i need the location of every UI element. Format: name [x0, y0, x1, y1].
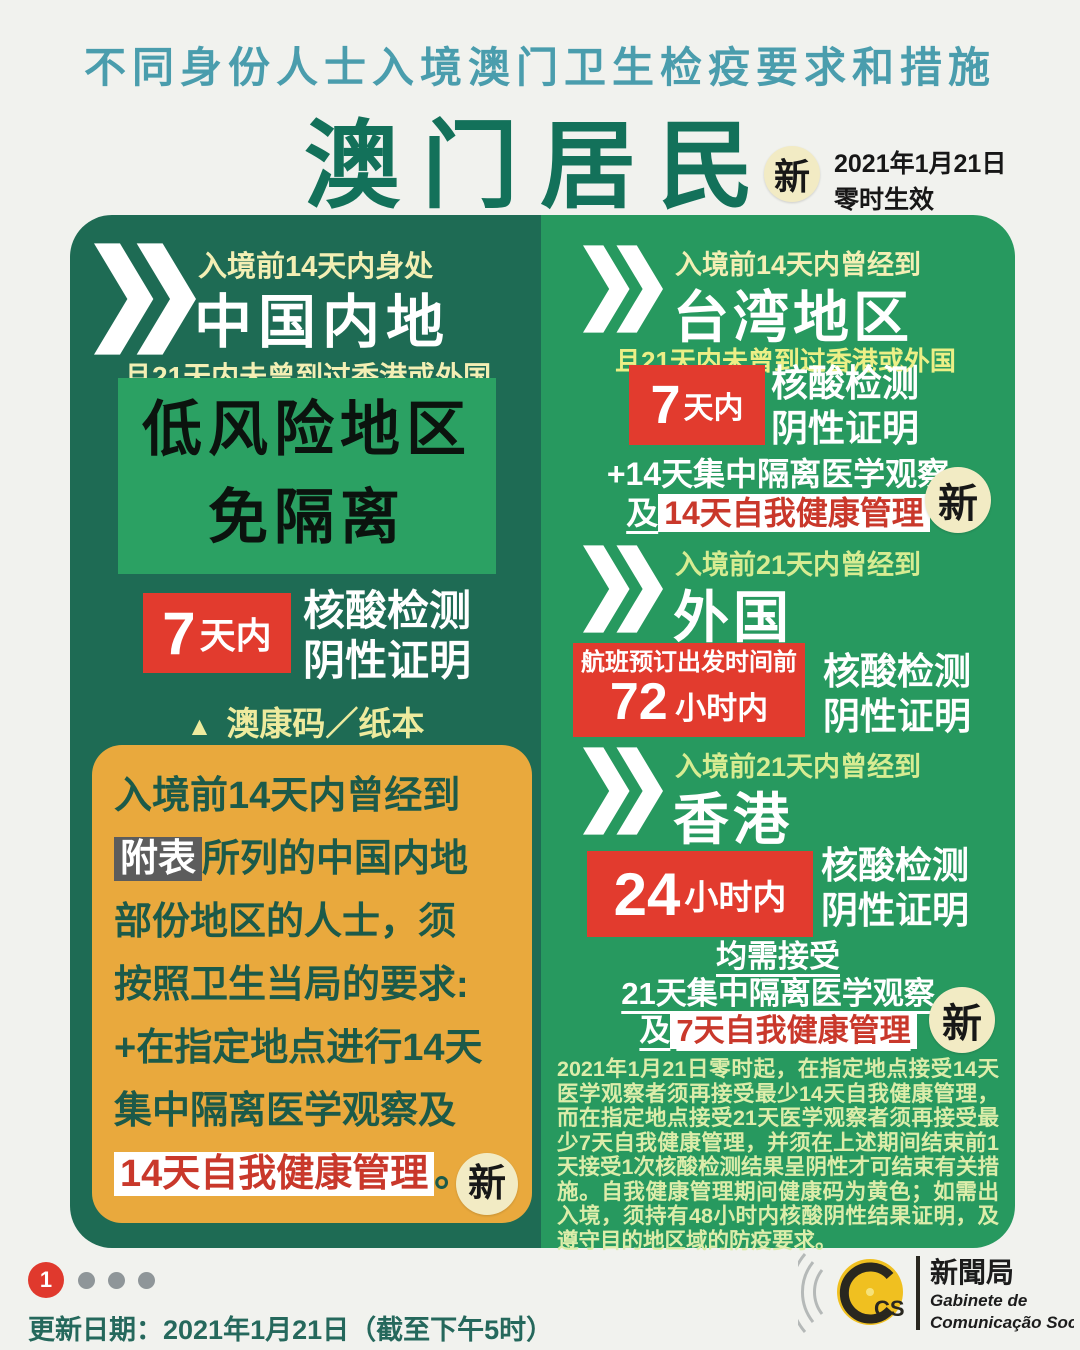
logo-divider [916, 1256, 920, 1330]
foreign-test-line1: 核酸检测 [823, 651, 971, 692]
logo-dot [866, 1288, 874, 1296]
new-badge: 新 [929, 987, 995, 1053]
orange-line2: 附表 所列的中国内地 [114, 828, 532, 891]
china-test-line1: 核酸检测 [303, 587, 472, 634]
taiwan-region-title: 台湾地区 [673, 286, 913, 349]
china-test-line2: 阴性证明 [303, 636, 472, 684]
lowrisk-line2: 免隔离 [208, 484, 406, 551]
new-badge-label: 新 [942, 1002, 982, 1046]
lowrisk-line1: 低风险地区 [142, 396, 472, 463]
page-subtitle: 不同身份人士入境澳门卫生检疫要求和措施 [83, 44, 996, 91]
hongkong-test-line2: 阴性证明 [821, 890, 969, 932]
effective-date-line2: 零时生效 [834, 186, 935, 215]
new-badge: 新 [925, 467, 991, 533]
attachment-table-highlight: 附表 [114, 837, 203, 881]
taiwan-selfhealth-highlight: 14天自我健康管理 [658, 494, 930, 532]
effective-date-line1: 2021年1月21日 [834, 150, 1007, 178]
china-deadline-unit: 天内 [199, 615, 272, 656]
taiwan-selfhealth-prefix: 及 [626, 495, 659, 531]
footnote-paragraph: 2021年1月21日零时起，在指定地点接受14天医学观察者须再接受最少14天自我… [557, 1057, 999, 1253]
shared-rule-line1: 均需接受 [716, 939, 840, 974]
hongkong-test-requirement: 核酸检测 阴性证明 [821, 843, 969, 933]
chevron-right-icon [583, 545, 663, 633]
pagination-dot [78, 1272, 95, 1289]
orange-line1: 入境前14天内曾经到 [114, 775, 461, 817]
lowrisk-box: 低风险地区 免隔离 [118, 378, 496, 574]
taiwan-test-line1: 核酸检测 [771, 363, 919, 404]
taiwan-deadline-unit: 天内 [683, 392, 744, 425]
update-date-label: 更新日期：2021年1月21日（截至下午5时） [28, 1315, 554, 1345]
orange-line4: 按照卫生当局的要求: [114, 964, 469, 1006]
new-badge: 新 [456, 1153, 518, 1215]
taiwan-selfhealth-note: 及 14天自我健康管理 [541, 488, 1015, 534]
china-deadline-box: 7 天内 [143, 593, 291, 673]
gcs-logo: CS 新聞局 Gabinete de Comunicação Social [798, 1253, 1074, 1333]
self-health-highlight: 14天自我健康管理 [114, 1152, 435, 1196]
orange-line6: 集中隔离医学观察及 [114, 1090, 457, 1132]
taiwan-test-line2: 阴性证明 [771, 408, 919, 450]
orange-line7: 14天自我健康管理。 [114, 1143, 532, 1206]
chevron-right-icon [583, 747, 663, 835]
logo-portuguese-line1: Gabinete de [930, 1291, 1027, 1310]
hongkong-deadline-unit: 小时内 [684, 878, 787, 917]
taiwan-intro-label: 入境前14天内曾经到 [675, 250, 922, 280]
hongkong-test-line1: 核酸检测 [821, 845, 969, 886]
pagination-dot [138, 1272, 155, 1289]
new-badge-label: 新 [773, 156, 810, 197]
logo-chinese-name: 新聞局 [930, 1257, 1014, 1288]
hongkong-deadline-box: 24 小时内 [587, 851, 813, 937]
shared-rule-line2: 21天集中隔离医学观察 [621, 976, 935, 1011]
china-test-requirement: 核酸检测 阴性证明 [303, 586, 471, 685]
hongkong-intro-label: 入境前21天内曾经到 [675, 752, 922, 782]
orange-line2-rest: 所列的中国内地 [202, 838, 469, 880]
foreign-deadline-unit: 小时内 [675, 691, 769, 727]
taiwan-deadline-box: 7 天内 [629, 365, 765, 445]
hongkong-region-title: 香港 [673, 788, 793, 851]
panel-china-mainland: 入境前14天内身处 中国内地 且21天内未曾到过香港或外国 低风险地区 免隔离 … [70, 215, 541, 1248]
china-code-text: 澳康码／纸本 [226, 705, 425, 742]
taiwan-deadline-number: 7 [650, 375, 681, 435]
china-code-note: ▲ 澳康码／纸本 [70, 697, 541, 745]
china-intro-label: 入境前14天内身处 [198, 251, 434, 283]
page-number: 1 [39, 1267, 53, 1292]
foreign-deadline-box: 航班预订出发时间前 72 小时内 [573, 643, 805, 737]
page-title: 澳门居民 [304, 113, 776, 220]
shared-selfhealth-highlight: 7天自我健康管理 [670, 1012, 917, 1049]
logo-letters: CS [874, 1296, 905, 1321]
effective-date: 2021年1月21日 零时生效 [834, 146, 1006, 219]
foreign-deadline-row: 72 小时内 [610, 675, 768, 730]
hongkong-deadline-number: 24 [613, 860, 681, 928]
foreign-deadline-number: 72 [609, 673, 668, 732]
new-badge-label: 新 [938, 482, 978, 526]
foreign-region-title: 外国 [673, 586, 793, 649]
logo-c-arc [839, 1262, 894, 1324]
pagination-dot [108, 1272, 125, 1289]
panel-other-regions: 入境前14天内曾经到 台湾地区 且21天内未曾到过香港或外国 7 天内 核酸检测… [541, 215, 1015, 1253]
triangle-icon: ▲ [186, 711, 213, 741]
new-badge: 新 [764, 146, 820, 202]
foreign-test-line2: 阴性证明 [823, 696, 971, 738]
shared-rule-line3: 及 7天自我健康管理 [541, 1005, 1015, 1050]
pagination-dots [78, 1272, 168, 1294]
taiwan-quarantine-note: +14天集中隔离医学观察 [606, 456, 950, 492]
chevron-right-icon [94, 243, 196, 355]
new-badge-label: 新 [467, 1162, 506, 1205]
logo-portuguese-line2: Comunicação Social [930, 1313, 1074, 1332]
orange-notice-box: 入境前14天内曾经到 附表 所列的中国内地 部份地区的人士，须 按照卫生当局的要求… [92, 745, 532, 1223]
page-number-badge: 1 [28, 1262, 64, 1298]
radio-waves-icon [798, 1253, 824, 1333]
shared-rule-prefix: 及 [639, 1013, 671, 1048]
orange-line3: 部份地区的人士，须 [114, 901, 457, 943]
foreign-deadline-label: 航班预订出发时间前 [581, 649, 797, 677]
foreign-test-requirement: 核酸检测 阴性证明 [823, 649, 971, 739]
china-deadline-number: 7 [162, 599, 196, 667]
taiwan-test-requirement: 核酸检测 阴性证明 [771, 361, 919, 451]
china-region-title: 中国内地 [194, 290, 451, 355]
chevron-right-icon [583, 245, 663, 333]
foreign-intro-label: 入境前21天内曾经到 [675, 550, 922, 580]
orange-line5: +在指定地点进行14天 [114, 1027, 483, 1069]
